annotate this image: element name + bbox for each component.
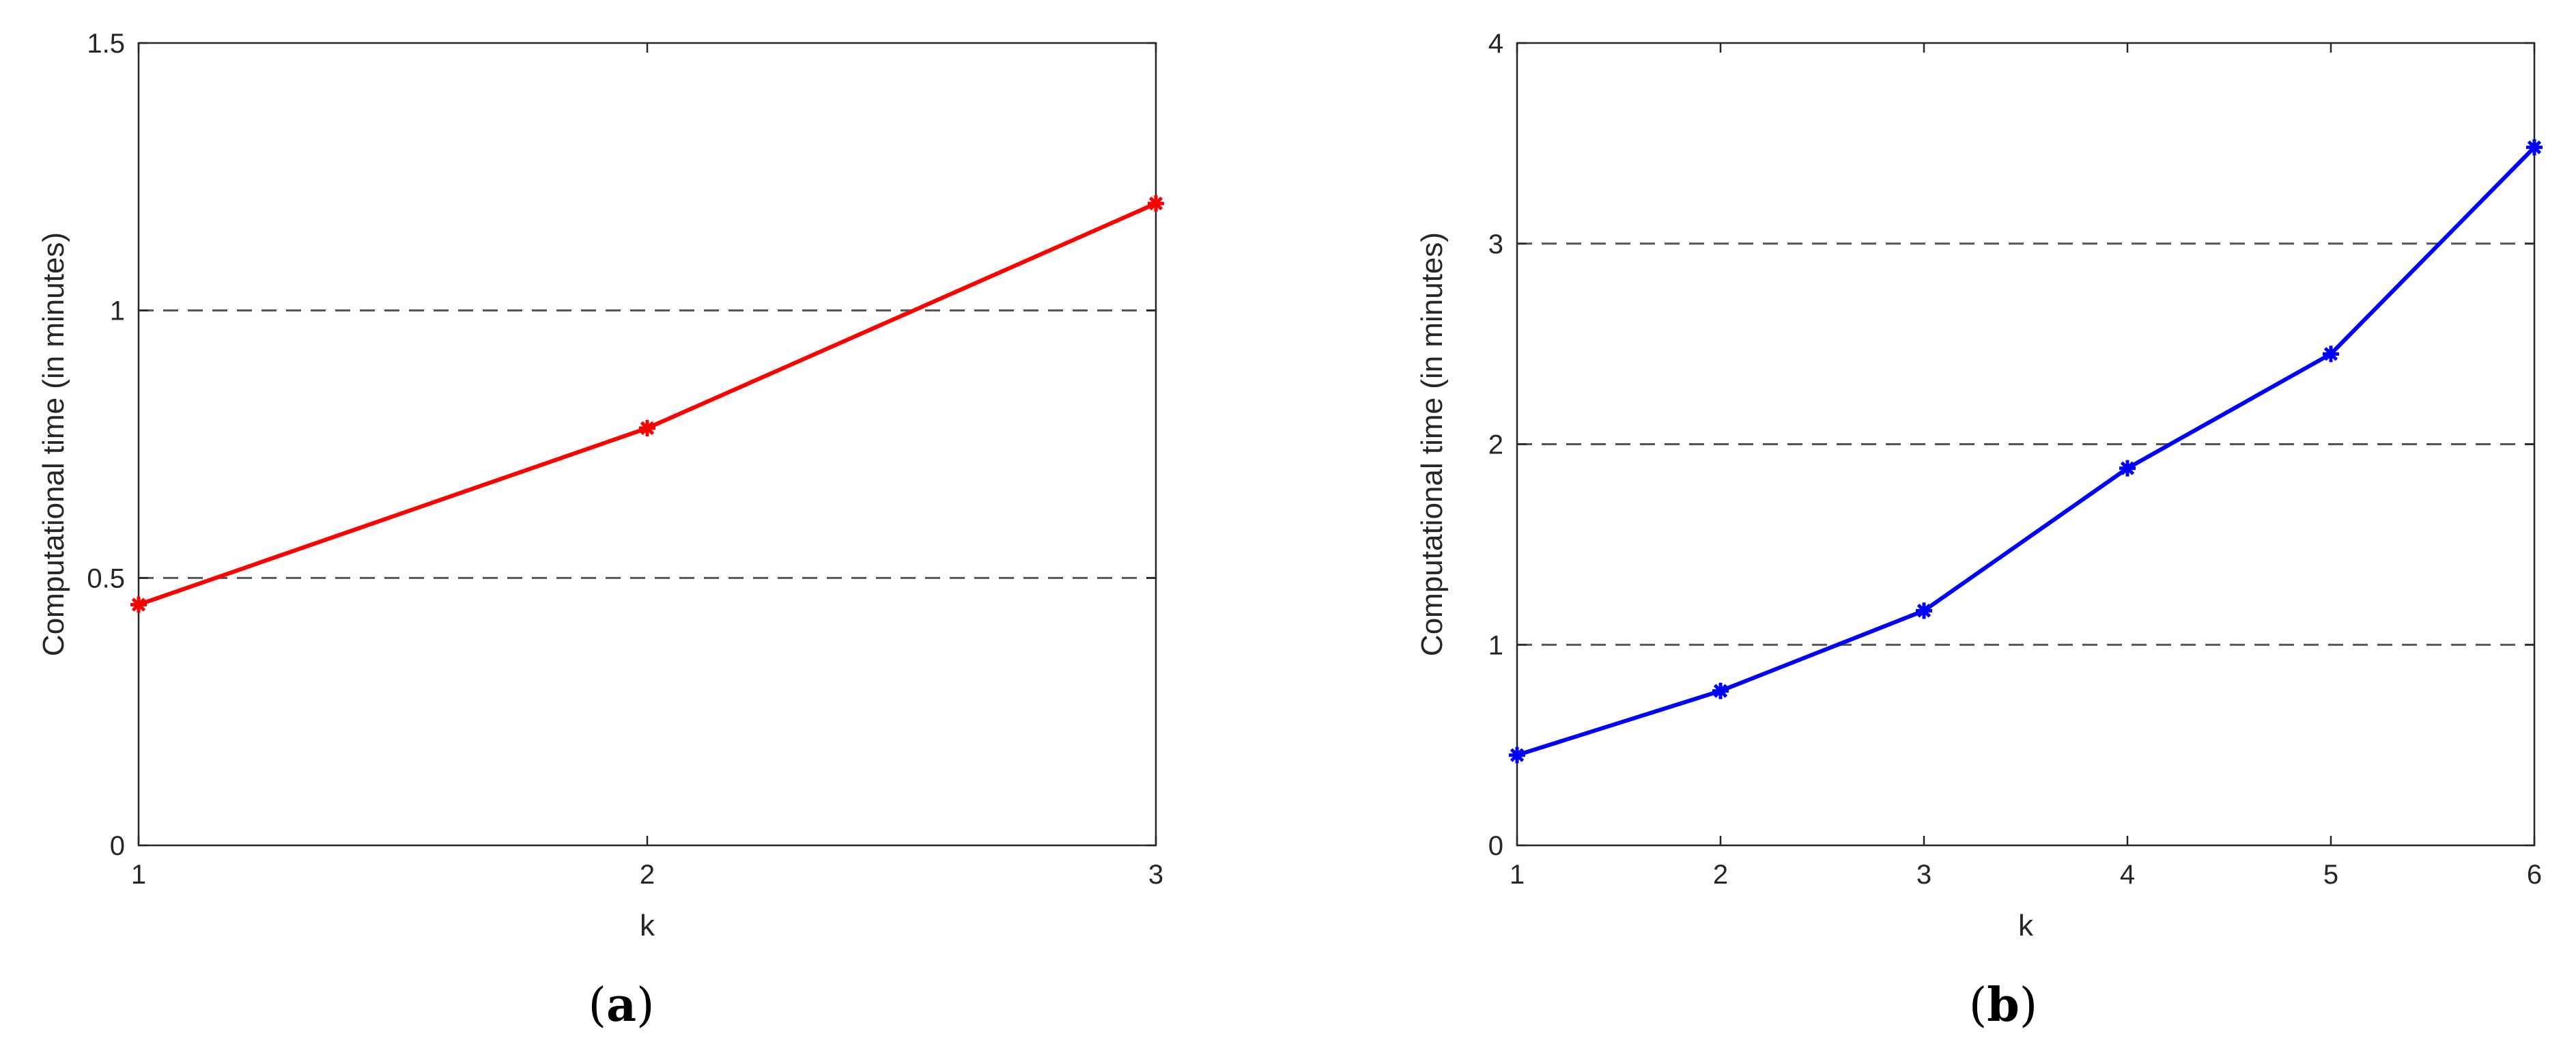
data-point (1509, 746, 1525, 763)
data-point (639, 420, 655, 436)
data-point-stroke (1713, 684, 1728, 698)
data-point-stroke (1916, 604, 1931, 618)
panel-caption-letter: b (1987, 978, 2020, 1032)
data-point (2526, 139, 2543, 156)
panel-caption-letter: a (606, 978, 636, 1032)
x-tick-label: 2 (640, 860, 655, 890)
panel-caption-open: ( (1969, 979, 1987, 1032)
y-tick-label: 1 (1488, 630, 1503, 660)
y-tick-label: 4 (1488, 29, 1503, 59)
panel-caption: (b) (1969, 978, 2038, 1032)
x-tick-label: 1 (131, 860, 146, 890)
data-point-stroke (2527, 140, 2542, 154)
x-tick-label: 1 (1510, 860, 1525, 890)
y-tick-label: 0.5 (87, 563, 125, 593)
chart-panel-a: 0 0.5 1 1.5 1 2 3 k Computational time (in minut… (37, 29, 1164, 1032)
data-point (1148, 195, 1164, 212)
y-tick-label: 1.5 (87, 29, 125, 59)
panel-caption-close: ) (2020, 979, 2038, 1032)
x-tick-label: 3 (1148, 860, 1163, 890)
x-axis-title: k (2018, 909, 2034, 942)
panel-caption: (a) (588, 978, 654, 1032)
data-point-stroke (1510, 748, 1525, 762)
data-point (130, 596, 147, 613)
data-point (2119, 460, 2136, 477)
panel-caption-close: ) (636, 979, 655, 1032)
x-tick-label: 2 (1713, 860, 1728, 890)
y-tick-label: 0 (1488, 831, 1503, 861)
data-point (1712, 682, 1729, 699)
data-point-stroke (1148, 196, 1163, 211)
data-point (1916, 602, 1932, 619)
x-axis-title: k (640, 909, 655, 942)
series-line (1516, 145, 2536, 757)
y-tick-label: 3 (1488, 229, 1503, 259)
panel-caption-open: ( (588, 979, 606, 1032)
plot-area (139, 43, 1156, 845)
y-tick-label: 0 (110, 831, 125, 861)
data-point-stroke (2120, 461, 2135, 475)
data-point-stroke (2323, 347, 2338, 361)
data-point (2323, 346, 2339, 363)
data-point-stroke (640, 421, 655, 436)
x-tick-label: 5 (2323, 860, 2338, 890)
x-tick-label: 4 (2120, 860, 2135, 890)
y-axis-title: Computational time (in minutes) (1415, 232, 1449, 656)
y-tick-label: 2 (1488, 430, 1503, 460)
y-tick-label: 1 (110, 296, 125, 326)
y-axis-title: Computational time (in minutes) (37, 232, 70, 656)
x-tick-label: 3 (1916, 860, 1931, 890)
x-tick-label: 6 (2527, 860, 2542, 890)
data-point-stroke (131, 597, 146, 612)
